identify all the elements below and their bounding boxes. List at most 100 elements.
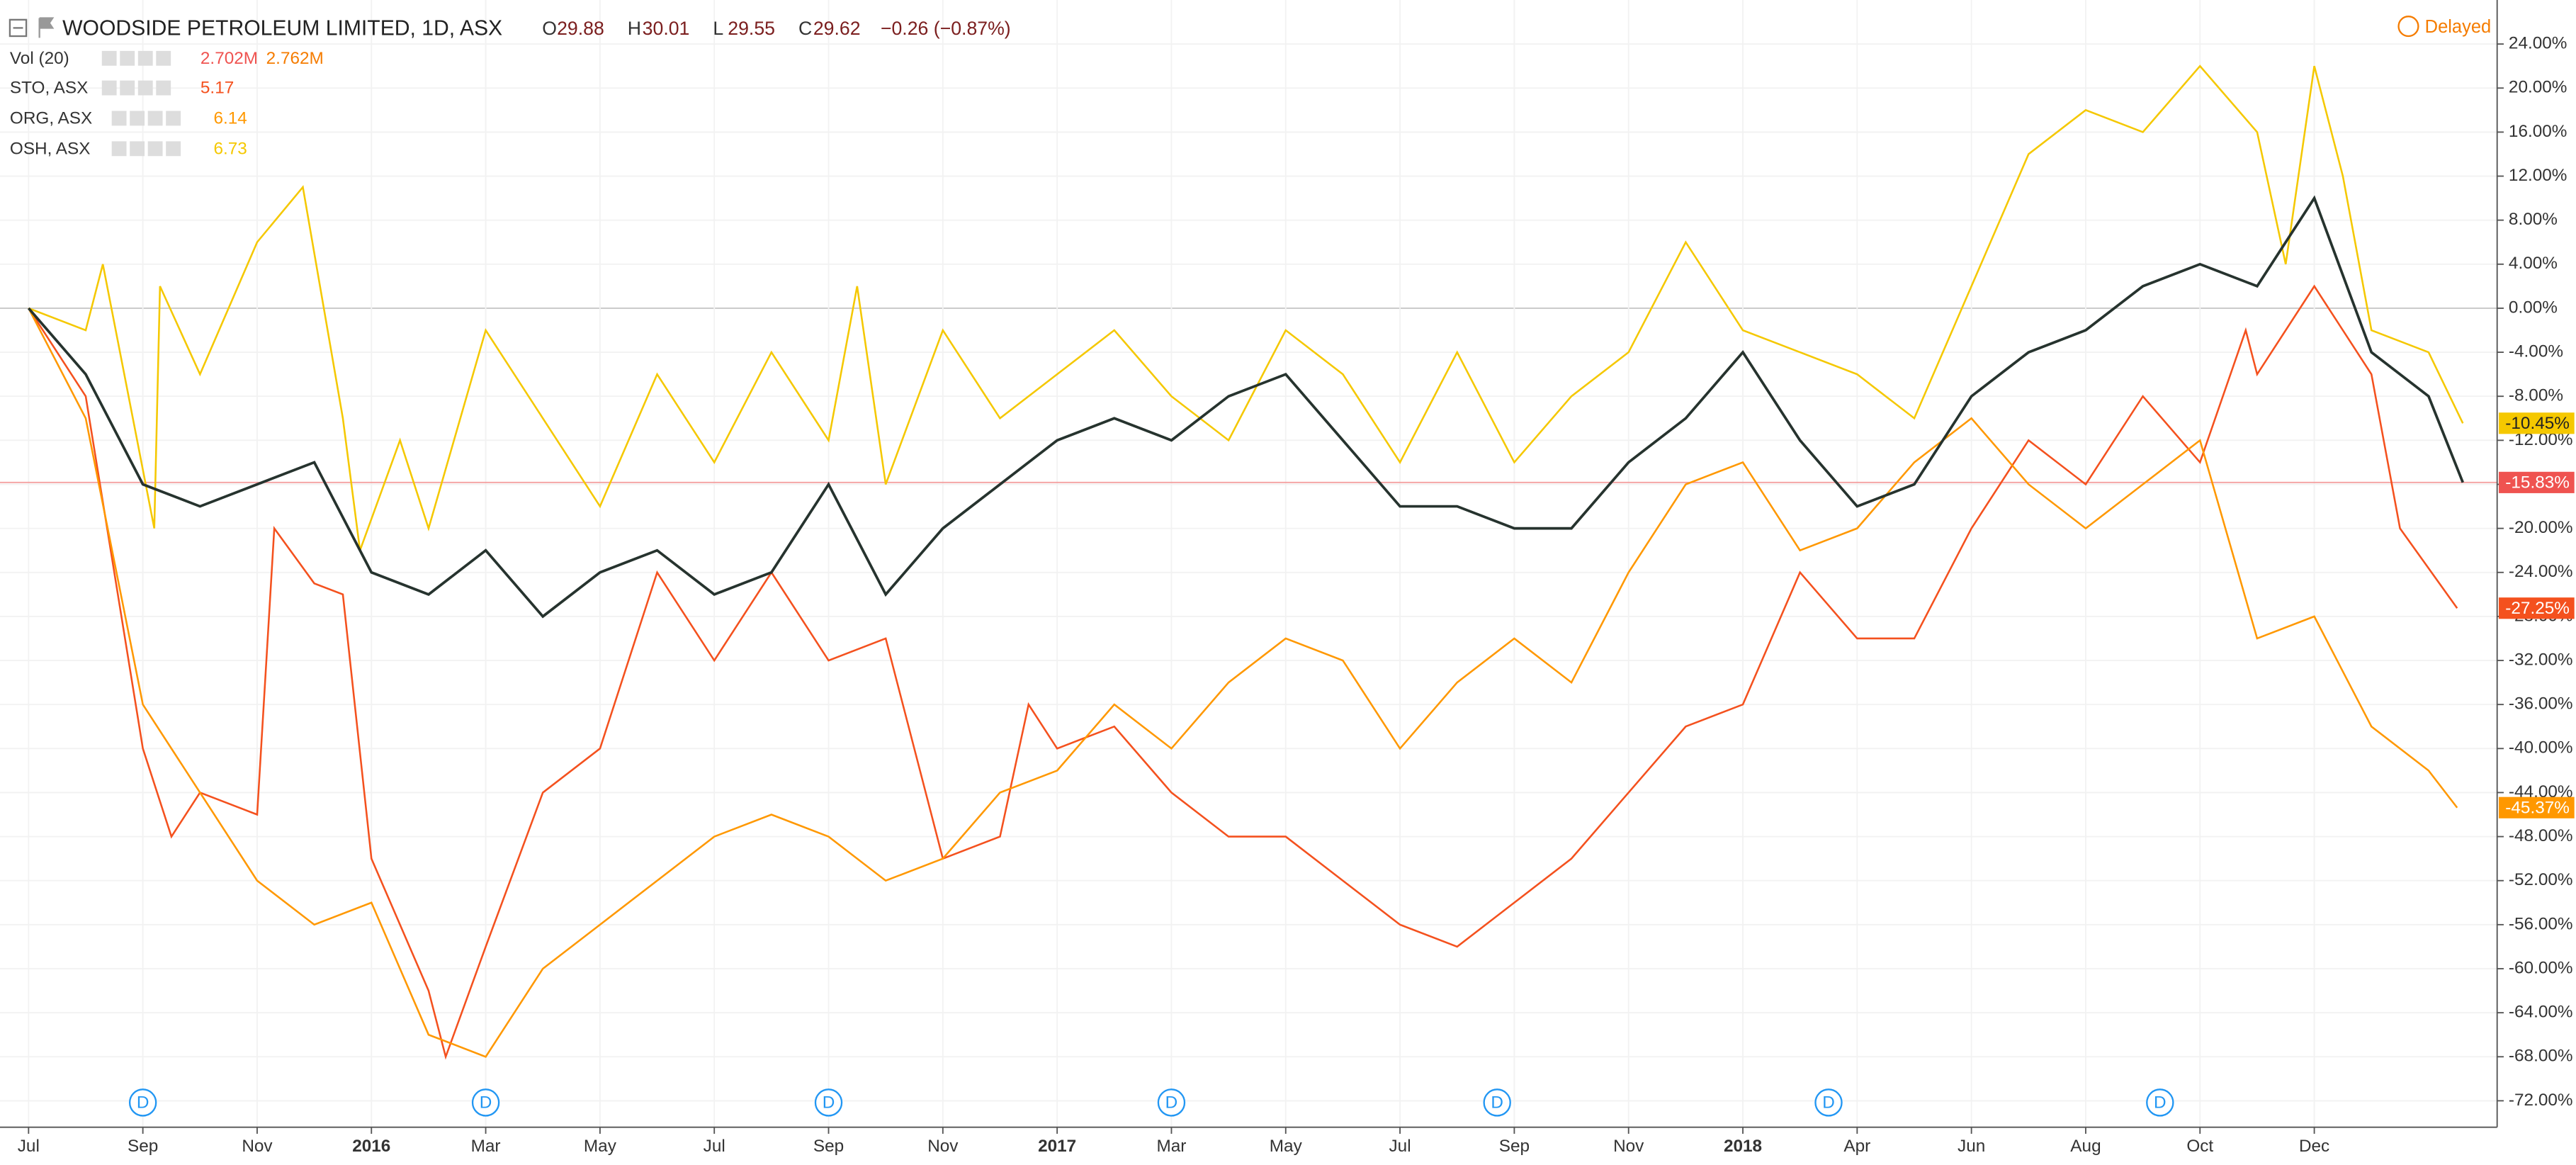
event-label: D: [823, 1093, 835, 1112]
y-tick-label: 24.00%: [2509, 34, 2567, 53]
y-tick-label: 12.00%: [2509, 166, 2567, 185]
event-marker: [2146, 1088, 2174, 1117]
x-tick-label: Jul: [1389, 1137, 1411, 1156]
y-tick-label: 0.00%: [2509, 298, 2558, 317]
y-tick-label: 4.00%: [2509, 254, 2558, 273]
price-tag: [2499, 597, 2575, 619]
y-tick-label: -56.00%: [2509, 914, 2573, 933]
x-tick-label: Jul: [18, 1137, 40, 1156]
y-tick-label: -40.00%: [2509, 738, 2573, 758]
y-tick-label: 8.00%: [2509, 210, 2558, 229]
collapse-icon[interactable]: [9, 18, 28, 38]
ohlc-key: H: [628, 18, 641, 39]
x-tick-label: May: [584, 1137, 617, 1156]
indicator-value: 2.762M: [266, 49, 324, 68]
event-marker: [471, 1088, 500, 1117]
legend-button: [137, 50, 153, 66]
y-tick-label: -64.00%: [2509, 1003, 2573, 1022]
event-marker: [1157, 1088, 1186, 1117]
price-tag-label: -15.83%: [2505, 473, 2570, 492]
x-tick-label: Mar: [1157, 1137, 1187, 1156]
x-tick-label: Sep: [1499, 1137, 1530, 1156]
price-tag-label: -10.45%: [2505, 414, 2570, 433]
compare-price: 6.14: [213, 109, 247, 128]
legend-button: [147, 111, 163, 126]
chart-title: WOODSIDE PETROLEUM LIMITED, 1D, ASX: [62, 17, 502, 40]
compare-price: 6.73: [213, 139, 247, 158]
series-line: [28, 308, 2458, 1058]
y-tick-label: -24.00%: [2509, 562, 2573, 581]
ohlc-value: 29.88: [557, 18, 604, 39]
event-label: D: [1822, 1093, 1835, 1112]
compare-price: 5.17: [200, 79, 234, 98]
legend-button: [120, 80, 135, 96]
y-tick-label: -72.00%: [2509, 1091, 2573, 1110]
ohlc-value: 29.62: [813, 18, 861, 39]
price-tag-label: -27.25%: [2505, 599, 2570, 618]
event-label: D: [2154, 1093, 2167, 1112]
legend-button: [101, 80, 117, 96]
y-tick-label: -68.00%: [2509, 1047, 2573, 1066]
compare-name: STO, ASX: [10, 79, 88, 98]
ohlc-key: L: [713, 18, 723, 39]
x-tick-label: Nov: [1613, 1137, 1644, 1156]
compare-name: OSH, ASX: [10, 139, 91, 158]
x-tick-label: 2016: [352, 1137, 390, 1156]
event-marker: [1483, 1088, 1511, 1117]
legend-button: [147, 141, 163, 157]
x-tick-label: Nov: [242, 1137, 273, 1156]
legend-button: [130, 141, 145, 157]
ohlc-key: O: [542, 18, 557, 39]
x-tick-label: Oct: [2186, 1137, 2213, 1156]
legend-button: [156, 50, 171, 66]
ohlc-value: 29.55: [728, 18, 775, 39]
x-tick-label: Nov: [927, 1137, 959, 1156]
x-tick-label: Sep: [128, 1137, 158, 1156]
y-tick-label: -48.00%: [2509, 826, 2573, 845]
x-tick-label: 2017: [1038, 1137, 1076, 1156]
price-tag: [2499, 797, 2575, 818]
change: −0.26 (−0.87%): [881, 18, 1011, 39]
y-tick-label: -60.00%: [2509, 958, 2573, 977]
event-marker: [1814, 1088, 1843, 1117]
y-tick-label: -8.00%: [2509, 386, 2563, 405]
legend-button: [156, 80, 171, 96]
legend-button: [120, 50, 135, 66]
y-tick-label: -52.00%: [2509, 870, 2573, 889]
x-tick-label: Jul: [704, 1137, 725, 1156]
legend-button: [137, 80, 153, 96]
series-line: [28, 284, 2458, 1060]
status-icon: [2397, 16, 2419, 38]
y-tick-label: -36.00%: [2509, 694, 2573, 714]
x-tick-label: Dec: [2299, 1137, 2329, 1156]
x-tick-label: 2018: [1724, 1137, 1762, 1156]
event-label: D: [480, 1093, 492, 1112]
event-marker: [128, 1088, 157, 1117]
legend-button: [130, 111, 145, 126]
y-tick-label: -20.00%: [2509, 518, 2573, 537]
y-tick-label: -4.00%: [2509, 342, 2563, 361]
series-line: [28, 64, 2464, 551]
series-lines: [27, 64, 2465, 1060]
ohlc-key: C: [798, 18, 812, 39]
flag-icon[interactable]: [38, 17, 55, 38]
legend-button: [166, 141, 181, 157]
event-label: D: [1491, 1093, 1503, 1112]
legend-button: [101, 50, 117, 66]
indicator-value: 2.702M: [200, 49, 258, 68]
compare-name: ORG, ASX: [10, 109, 92, 128]
indicator-name: Vol (20): [10, 49, 69, 68]
y-tick-label: -32.00%: [2509, 650, 2573, 669]
legend: WOODSIDE PETROLEUM LIMITED, 1D, ASX Dela…: [9, 16, 2492, 158]
series-line: [27, 195, 2465, 619]
event-label: D: [137, 1093, 149, 1112]
event-label: D: [1165, 1093, 1178, 1112]
price-tag-label: -45.37%: [2505, 798, 2570, 817]
x-tick-label: Mar: [471, 1137, 501, 1156]
x-tick-label: Jun: [1958, 1137, 1985, 1156]
status: Delayed: [2425, 17, 2492, 37]
x-tick-label: May: [1270, 1137, 1303, 1156]
